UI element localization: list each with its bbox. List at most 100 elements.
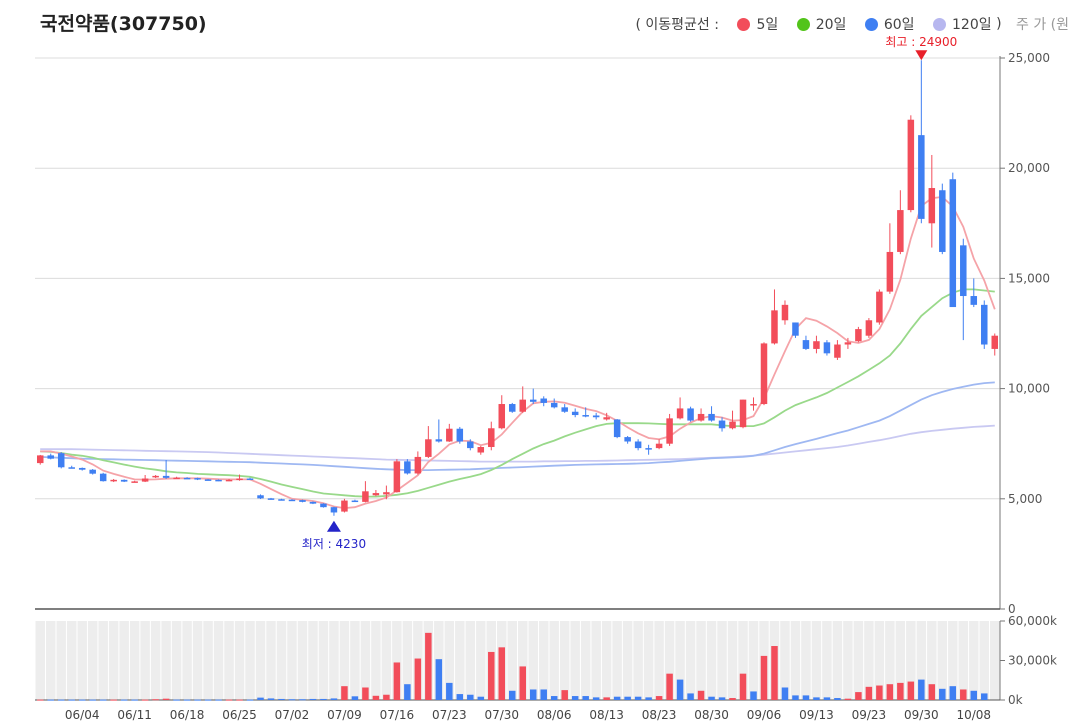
volume-background-stripe <box>98 621 108 700</box>
x-tick-label: 08/06 <box>537 708 572 722</box>
page-title: 국전약품(307750) <box>40 13 207 35</box>
legend-open: ( 이동평균선 : <box>635 17 719 33</box>
volume-background-stripe <box>895 621 906 700</box>
volume-bar <box>624 696 631 700</box>
candle-body <box>886 251 894 292</box>
candle-body <box>655 443 663 449</box>
candle-body <box>341 500 348 512</box>
candle-body <box>981 304 988 345</box>
x-tick-label: 07/02 <box>275 708 310 722</box>
candle-body <box>729 421 736 429</box>
volume-background-stripe <box>927 621 937 700</box>
candle-body <box>771 310 778 344</box>
candle-body <box>110 479 117 482</box>
volume-bar <box>771 646 778 700</box>
volume-bar <box>603 697 610 700</box>
volume-background-stripe <box>685 621 696 700</box>
volume-background-stripe <box>245 621 255 700</box>
volume-background-stripe <box>738 621 748 700</box>
candle-body <box>68 467 75 469</box>
low-marker-arrow-icon <box>326 520 341 532</box>
volume-bar <box>802 695 810 700</box>
candle-body <box>802 340 810 349</box>
candle-body <box>267 498 275 500</box>
volume-background-stripe <box>45 621 56 700</box>
volume-bar <box>446 682 453 700</box>
volume-bar <box>571 696 579 700</box>
candle-body <box>89 469 96 474</box>
volume-bar <box>813 697 820 700</box>
volume-background-stripe <box>150 621 161 700</box>
high-marker-label: 최고 : 24900 <box>885 35 957 49</box>
volume-bar <box>834 698 841 700</box>
legend-close: ) <box>996 16 1002 32</box>
price-tick-label: 0 <box>1008 602 1016 616</box>
x-tick-label: 08/23 <box>642 708 677 722</box>
volume-background-stripe <box>455 621 465 700</box>
candle-body <box>949 179 957 308</box>
candle-body <box>477 447 485 453</box>
volume-background-stripe <box>119 621 129 700</box>
volume-bar <box>792 695 799 700</box>
volume-background-stripe <box>801 621 811 700</box>
candle-body <box>676 408 684 419</box>
volume-background-stripe <box>643 621 654 700</box>
volume-background-stripe <box>853 621 864 700</box>
volume-background-stripe <box>979 621 990 700</box>
volume-background-stripe <box>35 621 45 700</box>
volume-bar <box>739 673 747 700</box>
volume-bar <box>561 690 568 700</box>
candle-body <box>383 492 390 495</box>
volume-bar <box>876 685 883 700</box>
legend-ma120-label[interactable]: 120일 <box>952 17 992 33</box>
legend-ma20-label[interactable]: 20일 <box>815 17 847 33</box>
volume-background-stripe <box>811 621 822 700</box>
volume-bar <box>414 658 422 700</box>
ma60-line <box>40 381 995 472</box>
volume-bar <box>729 698 736 700</box>
volume-background-stripe <box>822 621 832 700</box>
volume-background-stripe <box>549 621 559 700</box>
volume-background-stripe <box>329 621 339 700</box>
volume-background-stripe <box>255 621 266 700</box>
x-tick-label: 06/18 <box>170 708 205 722</box>
candle-body <box>330 507 338 513</box>
candle-body <box>876 291 883 323</box>
volume-bar <box>529 689 537 700</box>
volume-bar <box>362 687 369 700</box>
volume-bar <box>550 696 558 700</box>
volume-background-stripe <box>654 621 664 700</box>
volume-background-stripe <box>832 621 843 700</box>
candle-body <box>907 119 915 211</box>
volume-background-stripe <box>664 621 675 700</box>
volume-bar <box>687 693 694 700</box>
x-tick-label: 07/16 <box>380 708 415 722</box>
candle-body <box>194 478 201 480</box>
candle-body <box>435 439 443 442</box>
candle-body <box>792 322 799 336</box>
volume-bar <box>383 694 390 700</box>
volume-bar <box>781 687 789 700</box>
volume-bar <box>456 694 464 700</box>
legend-ma5-label[interactable]: 5일 <box>756 17 779 33</box>
volume-bar <box>488 651 495 700</box>
ma5-dot-icon <box>737 17 751 31</box>
volume-background-stripe <box>780 621 790 700</box>
volume-background-stripe <box>140 621 150 700</box>
x-tick-label: 06/04 <box>65 708 100 722</box>
volume-background-stripe <box>518 621 528 700</box>
candle-body <box>467 441 474 449</box>
candle-body <box>362 491 369 502</box>
candle-body <box>760 343 768 405</box>
volume-background-stripe <box>171 621 182 700</box>
volume-bar <box>299 699 306 701</box>
volume-background-stripe <box>969 621 979 700</box>
candle-body <box>36 455 44 464</box>
volume-bar <box>613 696 621 700</box>
volume-background-stripe <box>203 621 213 700</box>
volume-background-stripe <box>318 621 329 700</box>
legend-ma60-label[interactable]: 60일 <box>883 17 915 33</box>
volume-bar <box>152 699 159 701</box>
volume-background-stripe <box>790 621 801 700</box>
